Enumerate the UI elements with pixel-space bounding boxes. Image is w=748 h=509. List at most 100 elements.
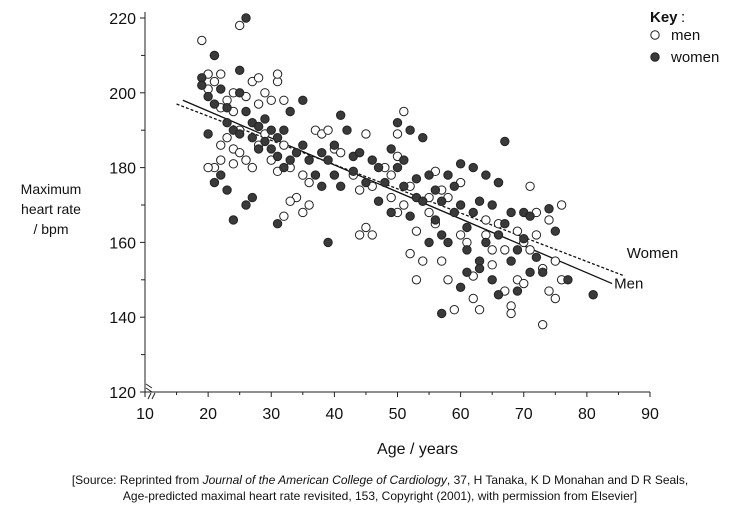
men-data-point: [241, 155, 251, 165]
women-data-point: [487, 275, 497, 285]
trend-line-label-men: Men: [614, 276, 643, 293]
chart-axes: 120 140 160 180 200 220 10 20 30 40 50 60 70 80 90 Age …: [109, 11, 659, 458]
women-data-point: [436, 308, 447, 319]
men-data-point: [443, 275, 453, 285]
women-data-point: [506, 256, 516, 266]
women-data-point: [563, 275, 573, 285]
women-data-point: [474, 263, 485, 274]
women-data-point: [462, 267, 472, 278]
men-data-point: [386, 192, 396, 203]
women-data-point: [291, 147, 302, 158]
men-data-point: [285, 196, 295, 206]
women-data-point: [588, 290, 598, 300]
women-data-point: [411, 174, 422, 184]
women-data-point: [418, 132, 428, 143]
x-tick-label: 70: [515, 406, 533, 423]
women-data-point: [272, 132, 283, 143]
men-data-point: [418, 256, 428, 266]
y-axis-break-mark: [145, 383, 153, 393]
men-data-point: [228, 159, 239, 169]
men-data-point: [323, 125, 333, 135]
men-data-point: [487, 245, 497, 255]
women-data-point: [222, 118, 232, 128]
men-data-point: [216, 140, 226, 150]
x-tick-label: 30: [262, 406, 280, 423]
women-data-point: [455, 282, 466, 292]
y-tick-label: 160: [109, 235, 136, 252]
women-data-point: [260, 114, 270, 124]
men-data-point: [216, 155, 226, 165]
trend-line-men: [182, 99, 613, 285]
x-tick-label: 10: [136, 406, 154, 423]
legend-marker-women: [650, 52, 660, 62]
women-data-point: [512, 245, 523, 255]
men-data-point: [550, 293, 561, 304]
source-citation: [Source: Reprinted from Journal of the A…: [20, 472, 740, 504]
legend-marker-men: [650, 30, 660, 40]
women-data-point: [487, 200, 497, 210]
women-data-point: [209, 50, 220, 61]
women-data-point: [474, 196, 485, 206]
women-data-point: [260, 136, 270, 147]
women-data-point: [335, 110, 346, 120]
women-data-point: [493, 230, 504, 240]
women-data-point: [399, 181, 409, 192]
women-data-point: [443, 237, 453, 248]
data-points: [197, 13, 598, 330]
men-data-point: [405, 248, 415, 259]
men-data-point: [266, 95, 276, 105]
men-data-point: [197, 35, 207, 46]
women-data-point: [455, 200, 466, 210]
y-axis-label-line-2: heart rate: [21, 201, 81, 217]
women-data-point: [481, 170, 491, 180]
legend-title-colon: :: [681, 9, 685, 26]
women-data-point: [500, 219, 510, 229]
men-data-point: [481, 215, 491, 225]
men-data-point: [260, 88, 270, 98]
women-data-point: [329, 140, 340, 150]
men-data-point: [468, 293, 478, 304]
women-data-point: [506, 207, 516, 218]
y-axis-label-line-1: Maximum: [20, 181, 82, 197]
source-prefix: [Source: Reprinted from: [71, 473, 203, 487]
men-data-point: [550, 256, 561, 266]
x-tick-label: 90: [641, 406, 659, 423]
legend-title: Key: [650, 9, 678, 26]
women-data-point: [380, 177, 390, 188]
legend-label-men: men: [671, 27, 700, 44]
women-data-point: [468, 162, 478, 173]
chart-legend: Key:men women: [650, 9, 719, 66]
men-data-point: [525, 245, 535, 255]
women-data-point: [361, 177, 371, 188]
x-tick-label: 20: [199, 406, 217, 423]
women-data-point: [348, 166, 359, 177]
men-data-point: [399, 200, 409, 210]
men-data-point: [304, 200, 314, 210]
men-data-point: [279, 95, 289, 105]
women-data-point: [468, 207, 478, 218]
men-data-point: [512, 226, 523, 236]
women-data-point: [424, 237, 434, 248]
men-data-point: [537, 319, 548, 330]
women-data-point: [228, 215, 239, 225]
women-data-point: [399, 155, 409, 165]
trend-lines: [176, 99, 625, 285]
source-journal: Journal of the American College of Cardi…: [202, 473, 447, 487]
men-data-point: [203, 162, 213, 173]
women-data-point: [298, 140, 308, 150]
women-data-point: [373, 162, 384, 173]
women-data-point: [323, 155, 333, 165]
legend-label-women: women: [670, 49, 719, 66]
women-data-point: [354, 147, 365, 158]
women-data-point: [310, 170, 321, 180]
women-data-point: [418, 196, 428, 206]
y-tick-label: 180: [109, 161, 136, 178]
scatter-chart: 120 140 160 180 200 220 10 20 30 40 50 60 70 80 90 Age …: [109, 9, 719, 458]
men-data-point: [386, 170, 396, 180]
women-data-point: [234, 65, 245, 76]
men-data-point: [556, 200, 567, 210]
women-data-point: [241, 13, 251, 23]
men-data-point: [253, 73, 264, 83]
women-data-point: [525, 267, 535, 278]
women-data-point: [216, 84, 226, 94]
